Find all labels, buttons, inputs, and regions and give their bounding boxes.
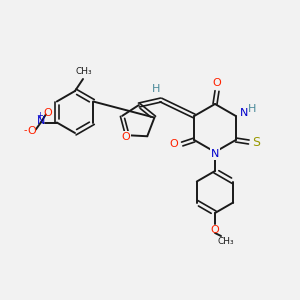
Text: O: O xyxy=(211,225,219,235)
Text: CH₃: CH₃ xyxy=(218,236,234,245)
Text: N: N xyxy=(211,149,219,159)
Text: O: O xyxy=(44,107,52,118)
Text: N: N xyxy=(37,116,45,127)
Text: N: N xyxy=(240,108,248,118)
Text: O: O xyxy=(27,125,36,136)
Text: O: O xyxy=(170,139,178,149)
Text: CH₃: CH₃ xyxy=(76,67,92,76)
Text: H: H xyxy=(248,104,256,114)
Text: O: O xyxy=(121,132,130,142)
Text: -: - xyxy=(23,125,27,136)
Text: +: + xyxy=(36,111,43,120)
Text: S: S xyxy=(252,136,260,148)
Text: H: H xyxy=(152,84,160,94)
Text: O: O xyxy=(213,78,221,88)
